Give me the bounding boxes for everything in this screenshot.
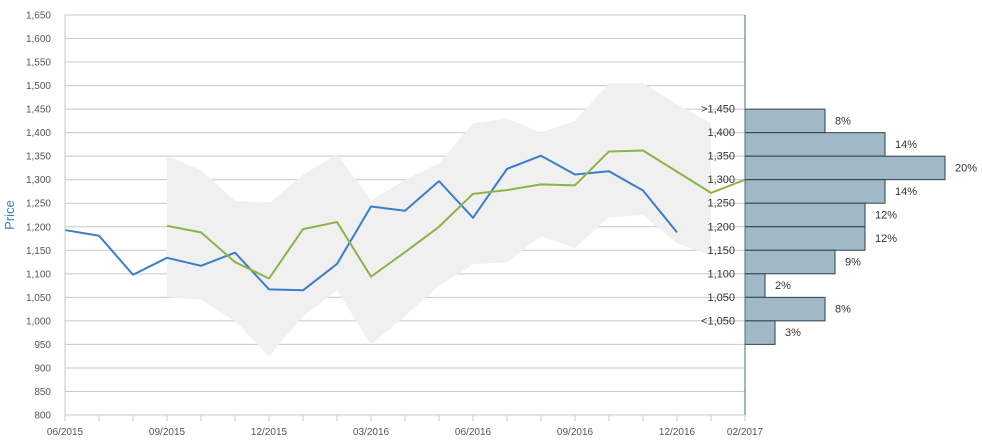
distribution-percent-label: 12%: [875, 233, 897, 245]
x-tick-label: 02/2017: [727, 427, 764, 438]
distribution-bar: [744, 202, 866, 228]
y-tick-label: 1,000: [26, 316, 51, 327]
distribution-bar: [744, 179, 886, 204]
y-tick-label: 1,550: [26, 58, 51, 69]
x-tick-label: 12/2015: [251, 427, 288, 438]
y-tick-labels: 800 850 900 950 1,000 1,050 1,100 1,150 1,200 1,2…: [26, 11, 51, 422]
y-tick-label: 950: [34, 340, 51, 351]
x-tick-label: 12/2016: [659, 427, 696, 438]
series-lines: [64, 149, 746, 292]
y-tick-label: 1,500: [26, 81, 51, 92]
y-tick-label: 1,400: [26, 128, 51, 139]
y-tick-label: 1,600: [26, 34, 51, 45]
distribution-bar: [744, 273, 766, 298]
y-tick-label: 1,250: [26, 199, 51, 210]
distribution-category-label: <1,050: [701, 315, 735, 327]
y-tick-label: 1,650: [26, 11, 51, 22]
distribution-percent-label: 2%: [775, 280, 791, 292]
y-tick-label: 850: [34, 387, 51, 398]
distribution-bar: [744, 320, 776, 345]
distribution-category-label: 1,050: [707, 292, 735, 304]
distribution-bar: [744, 249, 836, 275]
distribution-bar: [744, 108, 826, 134]
distribution-percent-label: 8%: [835, 304, 851, 316]
y-tick-label: 1,200: [26, 222, 51, 233]
x-tick-label: 09/2015: [149, 427, 186, 438]
distribution-category-label: 1,300: [707, 174, 735, 186]
distribution-bar: [744, 296, 826, 322]
distribution-percent-label: 3%: [785, 327, 801, 339]
series-line-blue: [64, 154, 678, 292]
distribution-bar: [744, 155, 946, 181]
distribution-category-label: 1,400: [707, 127, 735, 139]
distribution-category-label: 1,350: [707, 151, 735, 163]
distribution-percent-label: 14%: [895, 139, 917, 151]
distribution-category-label: >1,450: [701, 104, 735, 116]
distribution-bar: [744, 132, 886, 157]
x-tick-labels: 06/2015 09/2015 12/2015 03/2016 06/2016 09/20…: [47, 427, 764, 438]
series-line-green: [166, 149, 746, 280]
distribution-category-label: 1,200: [707, 221, 735, 233]
distribution-bar: [744, 226, 866, 251]
y-tick-label: 1,050: [26, 293, 51, 304]
y-tick-label: 900: [34, 363, 51, 374]
distribution-percent-label: 20%: [955, 162, 977, 174]
price-distribution-bars: >1,450 8% 1,400 14% 1,350 20% 1,300 14% 1,250 12%…: [701, 104, 977, 345]
x-tick-label: 06/2015: [47, 427, 84, 438]
y-axis-label: Price: [2, 200, 17, 230]
x-tick-label: 06/2016: [455, 427, 492, 438]
y-tick-label: 1,100: [26, 269, 51, 280]
y-tick-label: 1,350: [26, 152, 51, 163]
axes: [64, 15, 746, 421]
x-tick-label: 03/2016: [353, 427, 390, 438]
distribution-category-label: 1,100: [707, 268, 735, 280]
distribution-category-label: 1,150: [707, 245, 735, 257]
y-tick-label: 1,150: [26, 246, 51, 257]
distribution-percent-label: 12%: [875, 209, 897, 221]
distribution-percent-label: 8%: [835, 115, 851, 127]
distribution-percent-label: 9%: [845, 257, 861, 269]
distribution-percent-label: 14%: [895, 186, 917, 198]
y-tick-label: 1,300: [26, 175, 51, 186]
y-tick-label: 1,450: [26, 105, 51, 116]
forecast-range-band: [167, 83, 711, 357]
x-tick-label: 09/2016: [557, 427, 594, 438]
distribution-category-label: 1,250: [707, 198, 735, 210]
y-tick-label: 800: [34, 411, 51, 422]
forecast-range-area: [167, 83, 711, 357]
